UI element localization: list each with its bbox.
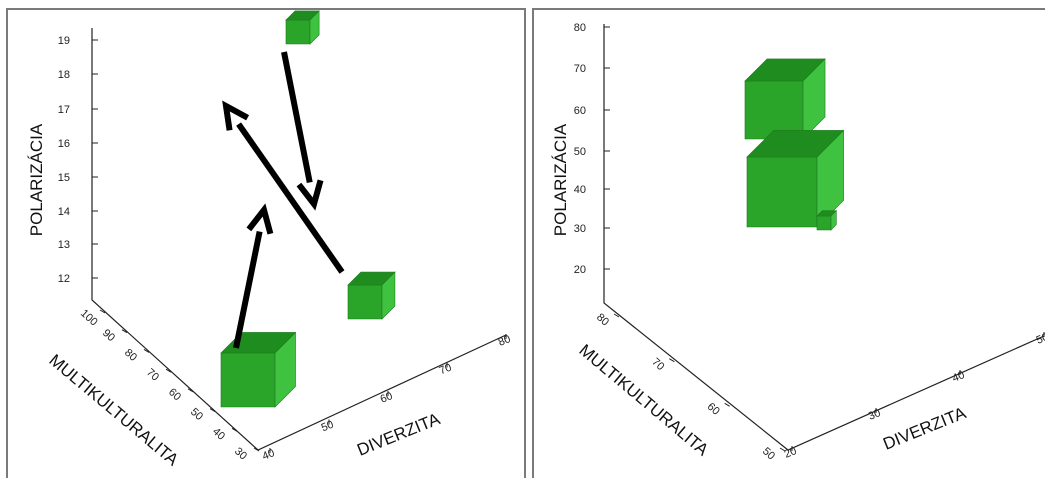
y-tick [253, 447, 260, 452]
z-tick-label: 16 [58, 138, 70, 150]
y-tick [669, 358, 675, 363]
z-tick-label: 60 [574, 105, 586, 117]
x-tick-label: 50 [1035, 331, 1045, 347]
z-tick-label: 12 [58, 273, 70, 285]
trajectory-arrow [222, 100, 345, 274]
trajectory-arrow [281, 51, 324, 211]
z-tick-label: 13 [58, 239, 70, 251]
x-tick-label: 50 [320, 419, 336, 435]
axis-frame [91, 28, 507, 451]
x-tick-label: 40 [951, 369, 967, 385]
y-tick [724, 402, 730, 407]
y-tick-label: 70 [144, 366, 161, 383]
z-tick-label: 15 [58, 172, 70, 184]
z-tick-label: 20 [574, 264, 586, 276]
y-tick-label: 60 [166, 386, 183, 403]
y-tick-label: 100 [78, 307, 100, 328]
x-axis-label: DIVERZITA [354, 409, 443, 460]
chart-panel-left: 12 13 14 15 16 17 18 19 POLARIZÁCIA 100 90 80 70 60 50… [6, 8, 526, 478]
y-tick [99, 309, 106, 314]
y-tick-label: 50 [188, 406, 205, 423]
y-tick-label: 80 [594, 311, 611, 328]
x-tick-label: 20 [783, 445, 799, 461]
z-tick-label: 17 [58, 104, 70, 116]
z-tick-label: 30 [574, 223, 586, 235]
data-cube [816, 209, 838, 231]
y-tick-label: 60 [705, 401, 722, 418]
z-tick-label: 80 [574, 22, 586, 34]
y-tick-label: 90 [100, 327, 117, 344]
data-cube [347, 271, 396, 320]
y-axis-label: MULTIKULTURALITA [45, 351, 182, 470]
x-tick-label: 30 [867, 407, 883, 423]
y-tick [209, 408, 216, 413]
z-axis-label: POLARIZÁCIA [27, 123, 46, 236]
z-tick-label: 18 [58, 69, 70, 81]
y-tick [121, 329, 128, 334]
y-tick [187, 388, 194, 393]
y-tick [779, 447, 786, 452]
y-tick-label: 80 [122, 347, 139, 364]
x-axis-label: DIVERZITA [880, 403, 969, 454]
z-tick-label: 70 [574, 63, 586, 75]
data-cube [744, 58, 826, 140]
y-tick-label: 30 [232, 445, 249, 462]
y-tick-label: 70 [649, 356, 666, 373]
y-tick-label: 50 [760, 445, 777, 462]
x-tick-label: 70 [438, 362, 454, 378]
data-cube [285, 10, 320, 45]
z-axis-label: POLARIZÁCIA [551, 123, 570, 236]
axis-frame [603, 24, 1045, 451]
y-tick-label: 40 [210, 426, 227, 443]
y-tick [143, 348, 150, 353]
data-cube [746, 129, 845, 228]
x-tick-label: 60 [379, 390, 395, 406]
y-tick [165, 368, 172, 373]
x-tick-label: 80 [497, 333, 513, 349]
z-tick-label: 50 [574, 146, 586, 158]
y-axis-label: MULTIKULTURALITA [575, 341, 712, 460]
y-tick [231, 427, 238, 432]
z-tick-label: 19 [58, 35, 70, 47]
z-tick-label: 14 [58, 206, 70, 218]
chart-right: 20 30 40 50 60 70 80 POLARIZÁCIA 80 70 60 50 MULTIKU… [551, 22, 1045, 462]
chart-panel-right: 20 30 40 50 60 70 80 POLARIZÁCIA 80 70 60 50 MULTIKU… [532, 8, 1045, 478]
data-cube [220, 331, 297, 408]
x-tick-label: 40 [261, 447, 277, 463]
z-tick-label: 40 [574, 184, 586, 196]
y-tick [613, 313, 620, 318]
trajectory-arrow [233, 203, 274, 349]
